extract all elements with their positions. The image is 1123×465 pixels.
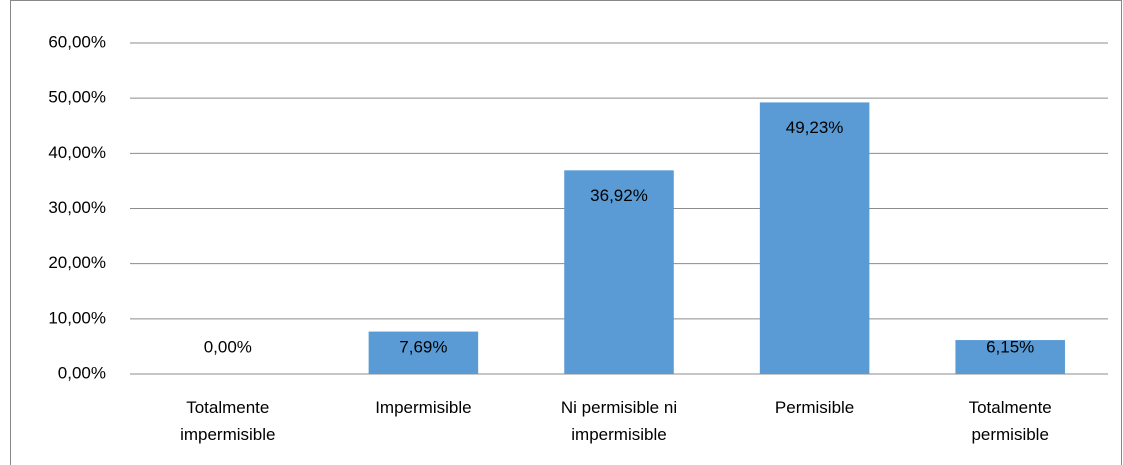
- bar: [564, 170, 674, 374]
- bar: [955, 340, 1065, 374]
- y-tick-label: 10,00%: [48, 308, 106, 327]
- y-tick-label: 40,00%: [48, 143, 106, 162]
- y-tick-label: 50,00%: [48, 88, 106, 107]
- bar: [368, 331, 479, 374]
- x-tick-label: Totalmente permisible: [968, 398, 1052, 444]
- chart-border: [10, 0, 1122, 465]
- y-tick-label: 30,00%: [48, 198, 106, 217]
- x-tick-label: Ni permisible ni impermisible: [560, 398, 678, 444]
- data-label: 36,92%: [590, 186, 648, 205]
- x-tick-label: Totalmente impermisible: [180, 398, 276, 444]
- bar: [759, 102, 870, 375]
- data-label: 0,00%: [204, 337, 252, 356]
- x-tick-label: Permisible: [774, 398, 855, 417]
- y-tick-label: 20,00%: [48, 253, 106, 272]
- y-tick-label: 0,00%: [58, 363, 106, 382]
- data-label: 7,69%: [399, 337, 447, 356]
- y-tick-label: 60,00%: [48, 32, 106, 51]
- data-label: 6,15%: [986, 337, 1034, 356]
- data-label: 49,23%: [786, 118, 844, 137]
- x-tick-label: Impermisible: [375, 398, 472, 417]
